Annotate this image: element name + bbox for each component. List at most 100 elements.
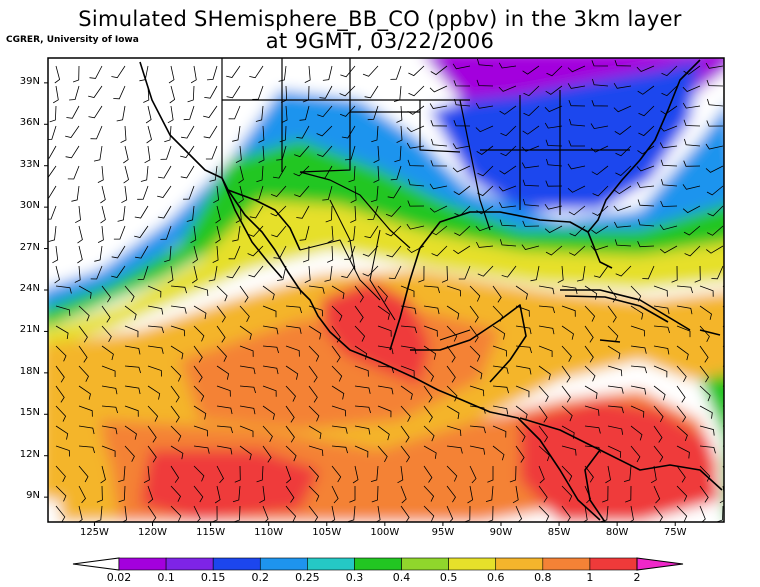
wind-barb (164, 245, 172, 263)
colorbar-label: 0.5 (439, 571, 458, 584)
wind-barb (55, 505, 66, 522)
wind-barb (499, 219, 517, 227)
wind-barb (630, 425, 643, 441)
wind-barb (699, 325, 710, 342)
wind-barb (238, 165, 244, 184)
coastlines (139, 58, 723, 522)
wind-barb (316, 125, 333, 137)
wind-barb (111, 65, 126, 79)
wind-barb (706, 79, 724, 87)
wind-barb (400, 365, 415, 377)
wind-barb (100, 205, 106, 224)
wind-barb (475, 102, 494, 109)
wind-barb (204, 85, 218, 99)
wind-barb (180, 165, 195, 179)
wind-barb (377, 365, 394, 374)
wind-barb (653, 285, 668, 297)
wind-barb (308, 285, 325, 294)
wind-barb (682, 184, 701, 190)
wind-barb (630, 325, 645, 337)
wind-barb (623, 465, 632, 482)
wind-barb (371, 125, 379, 143)
wind-barb (331, 325, 341, 343)
wind-barb (294, 185, 310, 198)
wind-barb (370, 185, 379, 203)
wind-barb (262, 285, 275, 301)
wind-barb (101, 385, 118, 395)
wind-barb (694, 265, 701, 283)
wind-barb (48, 125, 57, 141)
wind-barb (377, 385, 394, 395)
wind-barb (477, 185, 494, 197)
wind-barb (373, 165, 380, 183)
wind-barb (431, 138, 448, 147)
wind-barb (561, 385, 571, 403)
wind-barb (331, 365, 343, 382)
wind-barb (523, 105, 540, 117)
wind-barb (319, 165, 333, 179)
wind-barb (75, 205, 81, 224)
colorbar-swatch (589, 557, 638, 571)
wind-barb (170, 405, 180, 423)
colorbar-label: 0.1 (157, 571, 175, 584)
wind-barb (567, 83, 586, 89)
wind-barb (614, 239, 632, 247)
wind-barb (322, 65, 333, 81)
wind-barb (206, 65, 218, 81)
wind-barb (653, 405, 664, 423)
wind-barb (164, 125, 172, 143)
wind-barb (308, 505, 319, 522)
wind-barb (538, 425, 548, 443)
wind-barb (637, 85, 655, 95)
wind-barb (116, 105, 126, 122)
wind-barb (124, 305, 137, 321)
wind-barb (446, 465, 458, 482)
wind-barb (377, 305, 390, 320)
wind-barb (101, 325, 112, 342)
wind-barb (418, 265, 425, 283)
wind-barb (193, 485, 204, 503)
wind-barb (331, 425, 348, 434)
wind-barb (406, 125, 425, 133)
wind-barb (192, 245, 198, 264)
wind-barb (247, 245, 264, 257)
wind-barb (239, 365, 256, 375)
wind-barb (453, 120, 471, 127)
wind-barb (659, 125, 678, 132)
wind-barb (400, 285, 415, 298)
wind-barb (350, 205, 357, 223)
wind-barb (584, 465, 594, 483)
wind-barb (591, 165, 609, 176)
wind-barb (94, 245, 103, 262)
wind-barb (538, 465, 545, 484)
wind-barb (584, 405, 600, 416)
wind-barb (123, 145, 129, 164)
wind-barb (423, 345, 437, 360)
wind-barb (630, 405, 645, 418)
wind-barb (684, 245, 701, 257)
wind-barb (239, 405, 256, 415)
colorbar-label: 0.3 (345, 571, 364, 584)
wind-barb (452, 165, 471, 173)
wind-barb (682, 102, 701, 109)
wind-barb (515, 285, 528, 300)
colorbar-swatch (307, 557, 355, 571)
wind-barb (544, 225, 563, 234)
wind-barb (308, 405, 320, 422)
lon-label: 125W (79, 527, 109, 538)
wind-barb (331, 485, 339, 504)
lon-label: 100W (370, 527, 400, 538)
wind-barb (352, 465, 359, 484)
wind-barb (191, 265, 198, 284)
wind-barb (477, 58, 494, 67)
wind-barb (522, 220, 540, 227)
wind-barb (354, 345, 368, 360)
lat-label: 24N (19, 283, 40, 294)
wind-barb (614, 185, 632, 195)
wind-barb (88, 105, 103, 119)
wind-barb (568, 205, 586, 216)
wind-barb (285, 425, 295, 443)
wind-barb (147, 425, 157, 443)
wind-barb (373, 145, 380, 163)
wind-barb (454, 225, 471, 236)
